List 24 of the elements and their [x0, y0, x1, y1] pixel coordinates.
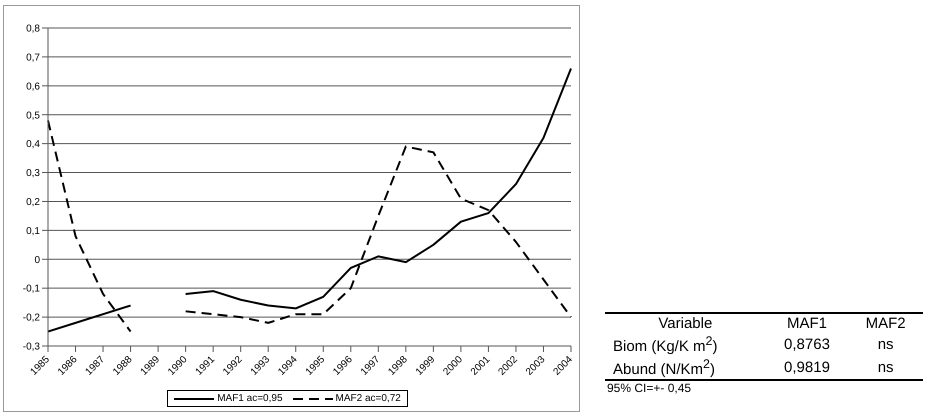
- y-tick-label: 0,8: [26, 24, 40, 35]
- text: 0,9819: [784, 359, 830, 376]
- text: ns: [878, 359, 894, 376]
- y-tick-label: 0,5: [26, 110, 40, 122]
- legend-label: MAF2 ac=0,72: [336, 393, 401, 404]
- legend-label: MAF1 ac=0,95: [217, 393, 282, 404]
- category-label: MAF1: [786, 314, 828, 333]
- y-tick-label: 0,4: [26, 139, 40, 150]
- y-tick-label: 0,2: [26, 197, 40, 208]
- y-tick-label: 0: [34, 254, 40, 266]
- y-tick-label: 0,7: [26, 52, 40, 64]
- text: 95% CI=+- 0,45: [606, 381, 692, 395]
- y-tick-label: -0,2: [22, 312, 40, 324]
- y-tick-label: -0,1: [22, 284, 40, 295]
- y-tick-label: 0,3: [26, 168, 40, 180]
- category-label: Abund (N/Km$^{2}$): [613, 357, 715, 378]
- y-tick-label: 0,1: [26, 226, 40, 237]
- text: 0,8763: [784, 336, 830, 353]
- category-label: Biom (Kg/K m$^{2}$): [613, 334, 718, 355]
- y-tick-label: -0,3: [22, 342, 40, 353]
- category-label: Variable: [657, 314, 714, 333]
- text: ns: [878, 336, 894, 353]
- category-label: MAF2: [864, 314, 907, 333]
- y-tick-label: 0,6: [26, 81, 40, 92]
